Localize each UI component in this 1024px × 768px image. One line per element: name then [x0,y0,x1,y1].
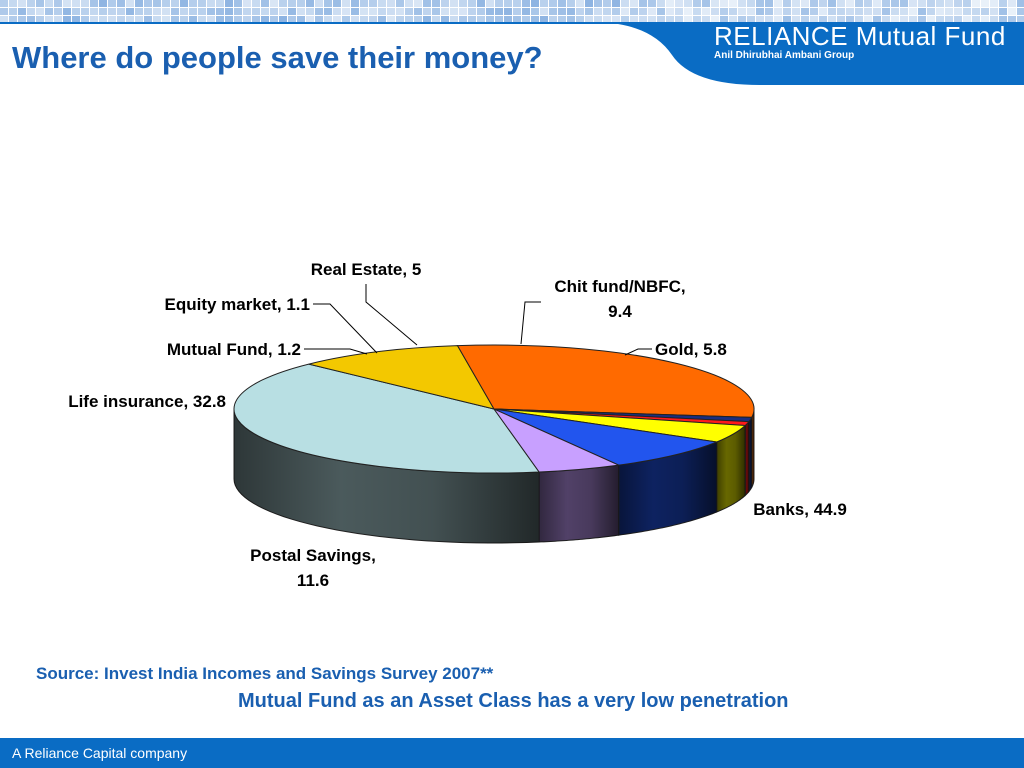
brand-group: Anil Dhirubhai Ambani Group [714,50,855,61]
leader-line-real-estate [365,284,418,346]
brand-name: RELIANCE [714,21,849,51]
data-label-mutual-fund: Mutual Fund, 1.2 [167,340,301,359]
brand-product: Mutual Fund [855,21,1006,51]
pie-side-shade-mutual-fund [748,417,752,492]
header-pattern-band [0,0,1024,24]
penetration-note: Mutual Fund as an Asset Class has a very… [238,690,789,712]
header-logo-swoosh [618,24,1024,85]
pie-side-shade-equity-market [745,421,749,496]
data-label-real-estate: Real Estate, 5 [311,260,422,279]
footer-text: A Reliance Capital company [12,745,188,761]
leader-line-mutual-fund [304,348,368,355]
pie-slice-banks [233,363,541,474]
data-label-equity-market: Equity market, 1.1 [164,295,310,314]
pie-side-shade-life-insurance [751,409,754,488]
pie-slice-life-insurance [456,344,755,418]
data-label-banks: Banks, 44.9 [753,500,847,519]
footer-bar: A Reliance Capital company [0,738,1024,768]
leader-line-chit-fund-nbfc [520,301,541,345]
data-label-gold: Gold, 5.8 [655,340,727,359]
pie-labels: Banks, 44.9 Postal Savings, 11.6 Life insur… [68,260,847,590]
source-note: Source: Invest India Incomes and Savings… [36,664,494,683]
data-label-chit-fund-nbfc: Chit fund/NBFC, 9.4 [554,277,685,321]
pie-side-shade-banks [234,409,540,543]
data-label-life-insurance: Life insurance, 32.8 [68,392,226,411]
pie-side-shade-gold [539,465,619,543]
pie-side-walls [233,408,755,544]
leader-line-equity-market [313,303,378,354]
savings-pie-chart: Banks, 44.9 Postal Savings, 11.6 Life insur… [68,260,847,590]
brand-logo: RELIANCE Mutual Fund Anil Dhirubhai Amba… [714,22,1006,61]
pie-slice-chit-fund-nbfc [493,408,719,466]
data-label-postal-savings: Postal Savings, 11.6 [250,546,376,590]
pie-top-slices [233,344,755,474]
leader-line-gold [624,348,652,356]
pie-slice-gold [492,407,621,473]
pie-side-shade-chit-fund-nbfc [618,442,717,536]
pie-side-shade-real-estate [716,425,746,513]
pie-slice-postal-savings [308,345,496,410]
page-title: Where do people save their money? [12,40,543,75]
